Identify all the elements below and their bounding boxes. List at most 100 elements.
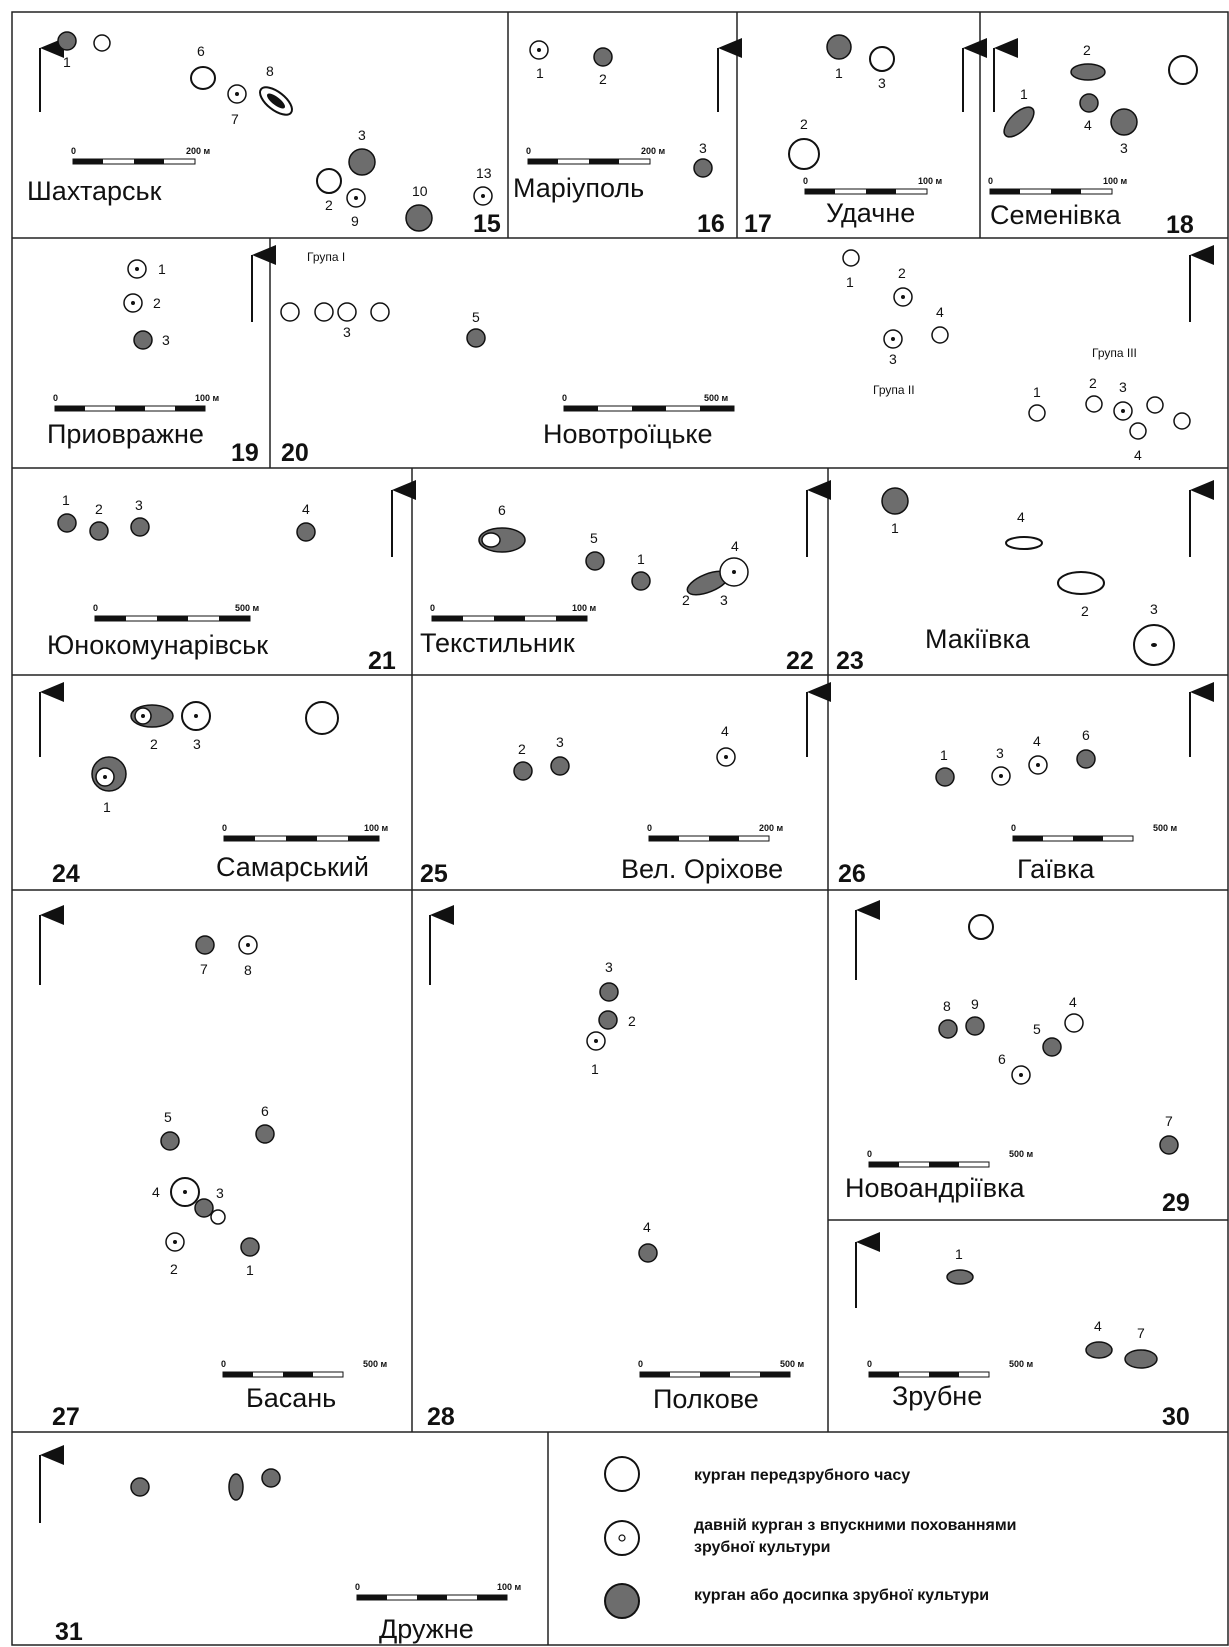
kurgan-label: 1	[891, 520, 899, 536]
kurgan-pre-timber	[788, 138, 820, 170]
kurgan-label: 2	[518, 741, 526, 757]
kurgan-label: 5	[164, 1109, 172, 1125]
kurgan-label: 3	[1120, 140, 1128, 156]
kurgan-label: 4	[1033, 733, 1041, 749]
kurgan-pre-timber	[1057, 571, 1105, 595]
scale-bar: 0 200 м	[71, 146, 211, 165]
panel-number: 15	[473, 210, 501, 238]
kurgan-label: 7	[1165, 1113, 1173, 1129]
kurgan-label: 4	[1069, 994, 1077, 1010]
kurgan-label: 2	[150, 736, 158, 752]
kurgan-label: 4	[302, 501, 310, 517]
kurgan-timber	[296, 522, 316, 542]
site-name: Приовражне	[47, 419, 204, 449]
kurgan-label: 3	[343, 324, 351, 340]
kurgan-label: 9	[971, 996, 979, 1012]
kurgan-label: 2	[800, 116, 808, 132]
kurgan-label: 1	[940, 747, 948, 763]
kurgan-timber-elongated	[266, 93, 286, 109]
kurgan-label: 2	[682, 592, 690, 608]
kurgan-pre-timber	[1129, 422, 1147, 440]
scale-end: 500 м	[704, 393, 729, 403]
kurgan-pre-timber	[337, 302, 357, 322]
scale-zero: 0	[867, 1359, 872, 1369]
panel-15: 1 6 7 8 3 2 9 10 13 0 200 м Шахтарськ 15	[27, 31, 501, 238]
scale-zero: 0	[562, 393, 567, 403]
scale-bar: 0 100 м	[53, 393, 220, 412]
burial-dot	[173, 1240, 177, 1244]
scale-bar: 0 100 м	[430, 603, 597, 622]
group-label: Група III	[1092, 346, 1137, 360]
kurgan-label: 3	[1150, 601, 1158, 617]
site-name: Самарський	[216, 852, 369, 882]
kurgan-pre-timber	[93, 34, 111, 52]
kurgan-label: 1	[103, 799, 111, 815]
legend-symbol-pre-timber	[604, 1456, 640, 1492]
scale-end: 500 м	[1009, 1149, 1034, 1159]
kurgan-label: 8	[266, 63, 274, 79]
kurgan-pre-timber	[1005, 536, 1043, 550]
scale-bar: 0 100 м	[355, 1582, 522, 1601]
scale-bar: 0 200 м	[647, 823, 784, 842]
kurgan-timber	[1124, 1349, 1158, 1369]
scale-bar: 0 500 м	[221, 1359, 388, 1378]
site-name: Басань	[246, 1383, 336, 1413]
burial-dot	[246, 943, 250, 947]
kurgan-pre-timber	[1168, 55, 1198, 85]
kurgan-label: 1	[591, 1061, 599, 1077]
kurgan-label: 1	[158, 261, 166, 277]
kurgan-label: 4	[1084, 117, 1092, 133]
panel-22: 6 5 1 4 2 3 0 100 м Текстильник 22	[420, 480, 831, 675]
legend-symbol-timber	[604, 1583, 640, 1619]
kurgan-timber	[550, 756, 570, 776]
scale-zero: 0	[638, 1359, 643, 1369]
kurgan-timber	[195, 935, 215, 955]
site-name: Гаївка	[1017, 854, 1095, 884]
kurgan-label: 9	[351, 213, 359, 229]
scale-end: 200 м	[186, 146, 211, 156]
kurgan-label: 10	[412, 183, 428, 199]
site-name: Шахтарськ	[27, 176, 162, 206]
site-name: Маріуполь	[513, 173, 644, 203]
kurgan-label: 5	[590, 530, 598, 546]
site-name: Макіївка	[925, 624, 1031, 654]
kurgan-label: 2	[1089, 375, 1097, 391]
kurgan-label: 1	[637, 551, 645, 567]
panel-number: 24	[52, 860, 80, 888]
kurgan-label: 4	[1094, 1318, 1102, 1334]
panel-number: 25	[420, 860, 448, 888]
scale-end: 100 м	[918, 176, 943, 186]
legend-label-pre-timber: курган передзрубного часу	[694, 1467, 910, 1484]
kurgan-label: 8	[943, 998, 951, 1014]
kurgan-timber	[348, 148, 376, 176]
kurgan-timber	[160, 1131, 180, 1151]
scale-bar: 0 100 м	[222, 823, 389, 842]
panel-26: 1 3 4 6 0 500 м Гаївка 26	[838, 682, 1214, 888]
burial-dot	[354, 196, 358, 200]
panel-21: 1 2 3 4 0 500 м Юнокомунарівськ 21	[47, 480, 416, 675]
kurgan-timber	[938, 1019, 958, 1039]
kurgan-timber	[585, 551, 605, 571]
kurgan-label: 2	[628, 1013, 636, 1029]
scale-zero: 0	[222, 823, 227, 833]
kurgan-label: 3	[720, 592, 728, 608]
panel-28: 3 2 1 4 0 500 м Полкове 28	[427, 905, 805, 1431]
group-label: Група II	[873, 383, 915, 397]
kurgan-timber	[261, 1468, 281, 1488]
panel-18: 2 1 4 3 0 100 м Семенівка 18	[988, 38, 1198, 239]
legend: курган передзрубного часу давній курган …	[604, 1456, 1017, 1619]
panel-number: 16	[697, 210, 725, 238]
scale-zero: 0	[355, 1582, 360, 1592]
kurgan-timber	[631, 571, 651, 591]
site-name: Полкове	[653, 1384, 759, 1414]
kurgan-pre-timber	[842, 249, 860, 267]
panel-number: 18	[1166, 211, 1194, 239]
kurgan-timber	[57, 31, 77, 51]
scale-end: 100 м	[364, 823, 389, 833]
scale-bar: 0 100 м	[988, 176, 1128, 195]
kurgan-pre-timber	[305, 701, 339, 735]
kurgan-label: 3	[358, 127, 366, 143]
scale-end: 500 м	[235, 603, 260, 613]
kurgan-label: 2	[325, 197, 333, 213]
